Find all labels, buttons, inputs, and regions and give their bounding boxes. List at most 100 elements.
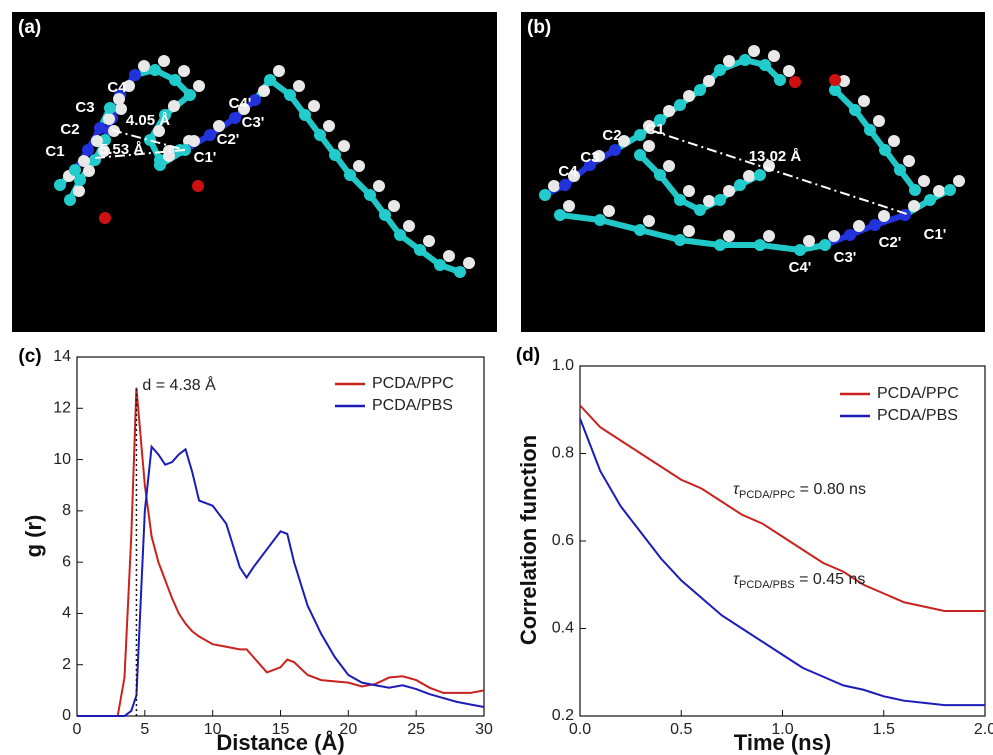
atom-label: C2' [879, 234, 902, 251]
distance-label: 5.53 Å [100, 141, 144, 158]
atom [554, 209, 566, 221]
hydrogen [683, 90, 695, 102]
atom [104, 102, 116, 114]
hydrogen [888, 135, 900, 147]
atom-label: C4' [789, 259, 812, 276]
atom [82, 144, 94, 156]
hydrogen [338, 140, 350, 152]
atom [314, 129, 326, 141]
x-tick-label: 5 [140, 721, 149, 738]
hydrogen [273, 65, 285, 77]
y-tick-label: 8 [62, 502, 71, 519]
hydrogen [663, 160, 675, 172]
hydrogen [703, 75, 715, 87]
panel-label: (a) [18, 17, 41, 38]
hydrogen [748, 45, 760, 57]
atom [329, 149, 341, 161]
atom [944, 184, 956, 196]
x-tick-label: 30 [475, 721, 493, 738]
hydrogen [828, 230, 840, 242]
hydrogen [663, 105, 675, 117]
hydrogen [933, 185, 945, 197]
hydrogen [768, 50, 780, 62]
x-tick-label: 25 [407, 721, 425, 738]
hydrogen [308, 100, 320, 112]
y-tick-label: 0.4 [552, 620, 574, 637]
hydrogen [463, 257, 475, 269]
y-tick-label: 0.6 [552, 532, 574, 549]
atom-label: C3' [834, 249, 857, 266]
legend-label: PCDA/PPC [372, 375, 454, 392]
atom [899, 209, 911, 221]
x-tick-label: 0.0 [569, 721, 591, 738]
atom [414, 244, 426, 256]
hydrogen [908, 200, 920, 212]
hydrogen [723, 230, 735, 242]
figure: (a) (b) C4C3C2C1C1'C2'C3'C4'C2C1C3C4C4'C… [0, 0, 993, 755]
atom-label: C2 [60, 121, 79, 138]
hydrogen [858, 95, 870, 107]
atom [734, 179, 746, 191]
y-tick-label: 14 [53, 348, 71, 365]
atom [229, 112, 241, 124]
atom-label: C1 [45, 143, 64, 160]
hydrogen [353, 160, 365, 172]
atom [264, 74, 276, 86]
legend-label: PCDA/PBS [372, 397, 453, 414]
atom [909, 184, 921, 196]
atom [609, 144, 621, 156]
atom [299, 109, 311, 121]
atom [54, 179, 66, 191]
atom [694, 204, 706, 216]
hydrogen [763, 230, 775, 242]
hydrogen [443, 250, 455, 262]
atom [184, 89, 196, 101]
x-axis-label: Time (ns) [734, 730, 831, 755]
hydrogen [188, 135, 200, 147]
hydrogen [158, 55, 170, 67]
y-tick-label: 10 [53, 451, 71, 468]
atom [849, 104, 861, 116]
atom [844, 229, 856, 241]
tau-value: = 0.80 ns [795, 481, 866, 498]
atom [739, 54, 751, 66]
hydrogen [423, 235, 435, 247]
hydrogen [723, 55, 735, 67]
hydrogen [873, 115, 885, 127]
oxygen [99, 212, 111, 224]
panel-label: (d) [516, 345, 540, 366]
atom-label: C3' [242, 114, 265, 131]
hydrogen [643, 215, 655, 227]
y-tick-label: 4 [62, 605, 71, 622]
tau-label: τPCDA/PPC = 0.80 ns [733, 481, 866, 501]
y-tick-label: 2 [62, 656, 71, 673]
hydrogen [403, 220, 415, 232]
tau-label: τPCDA/PBS = 0.45 ns [733, 571, 865, 591]
hydrogen [743, 170, 755, 182]
annotation: d = 4.38 Å [142, 375, 216, 394]
hydrogen [683, 185, 695, 197]
y-axis-label: Correlation function [516, 435, 541, 645]
hydrogen [388, 200, 400, 212]
atom [674, 194, 686, 206]
atom [869, 219, 881, 231]
x-axis-label: Distance (Å) [216, 729, 344, 755]
distance-label: 13.02 Å [749, 148, 802, 165]
panel-label: (b) [527, 17, 551, 38]
atom [94, 122, 106, 134]
atom [864, 124, 876, 136]
oxygen [192, 180, 204, 192]
atom [754, 239, 766, 251]
atom [674, 99, 686, 111]
y-tick-label: 0 [62, 707, 71, 724]
atom-label: C3 [580, 149, 599, 166]
atom-label: C4 [558, 163, 578, 180]
hydrogen [803, 235, 815, 247]
atom [774, 74, 786, 86]
hydrogen [563, 200, 575, 212]
atom [714, 64, 726, 76]
x-tick-label: 1.5 [873, 721, 895, 738]
atom [154, 159, 166, 171]
atom [794, 244, 806, 256]
atom [454, 266, 466, 278]
